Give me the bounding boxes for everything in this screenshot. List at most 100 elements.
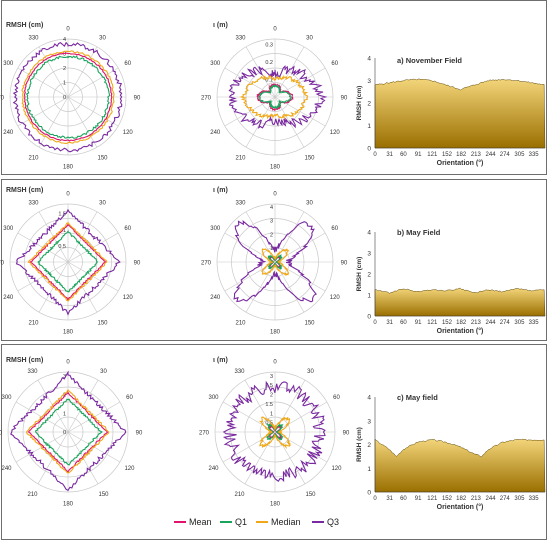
polar-0-spoke <box>38 46 69 98</box>
polar-0-spoke <box>17 67 69 98</box>
panel-a <box>1 0 547 175</box>
polar-0-series-median <box>21 50 115 145</box>
polar-3-spoke <box>274 261 305 313</box>
polar-4-spoke <box>67 431 99 485</box>
polar-4-angle-tick: 240 <box>2 466 13 472</box>
polar-2-series-mean <box>29 222 107 302</box>
polar-2-angle-tick: 120 <box>123 295 134 301</box>
area-2-xlabel: Orientation (°) <box>437 503 484 511</box>
polar-0-angle-tick: 240 <box>3 130 14 136</box>
polar-3-spoke <box>274 232 326 263</box>
polar-5-angle-tick: 270 <box>199 431 210 437</box>
polar-5-ylabel: ι (m) <box>213 357 228 364</box>
area-2-x-tick: 213 <box>471 496 482 502</box>
polar-0-angle-tick: 0 <box>66 27 70 33</box>
polar-1-angle-tick: 60 <box>331 61 338 67</box>
polar-0-series-mean <box>23 52 113 142</box>
polar-0-angle-tick: 120 <box>123 130 134 136</box>
polar-4-angle-tick: 180 <box>63 502 74 508</box>
polar-2-series-q3 <box>15 208 121 316</box>
area-2-x-tick: 305 <box>514 496 525 502</box>
polar-3-spoke <box>245 211 276 263</box>
legend-item-median: Median <box>256 517 301 527</box>
legend-item-q3: Q3 <box>312 517 339 527</box>
polar-0-angle-tick: 210 <box>28 155 39 161</box>
area-0-x-tick: 213 <box>471 152 482 158</box>
polar-5-radial-tick: 3 <box>270 374 273 380</box>
polar-0-angle-tick: 30 <box>99 36 106 42</box>
polar-0-radial-tick: 0 <box>63 95 66 101</box>
polar-2-series-median <box>27 221 108 302</box>
polar-5-angle-tick: 120 <box>331 466 342 472</box>
polar-3-angle-tick: 0 <box>273 192 277 198</box>
legend-label: Q3 <box>327 517 340 527</box>
area-0-title: a) November Field <box>397 56 462 65</box>
polar-5-angle-tick: 330 <box>234 369 245 375</box>
polar-3-spoke <box>224 232 276 263</box>
area-0-x-tick: 274 <box>500 152 511 158</box>
polar-3-angle-tick: 120 <box>330 295 341 301</box>
area-2-y-tick: 1 <box>367 466 371 473</box>
panel-b <box>1 179 547 341</box>
area-0-ylabel: RMSH (cm) <box>356 86 363 121</box>
legend-label: Median <box>271 517 301 527</box>
polar-4-angle-tick: 210 <box>27 492 38 498</box>
polar-2-angle-tick: 0 <box>66 192 70 198</box>
polar-5-angle-tick: 300 <box>209 395 220 401</box>
polar-0-spoke <box>67 46 98 98</box>
polar-5-spoke <box>244 379 276 433</box>
legend-label: Mean <box>189 517 212 527</box>
polar-4-radial-tick: 3 <box>63 374 66 380</box>
polar-5-radial-tick: 2 <box>270 393 273 399</box>
polar-4-angle-tick: 270 <box>0 431 3 437</box>
polar-4-angle-tick: 90 <box>136 431 143 437</box>
area-1-ylabel: RMSH (cm) <box>356 257 363 292</box>
polar-4-series-median <box>25 389 110 474</box>
polar-5-angle-tick: 210 <box>234 492 245 498</box>
polar-4-angle-tick: 30 <box>100 369 107 375</box>
area-1-x-tick: 244 <box>486 320 497 326</box>
area-1-title: b) May Field <box>397 228 441 237</box>
polar-2-series-q1 <box>37 229 99 293</box>
polar-5-spoke <box>274 401 328 433</box>
polar-2-angle-tick: 210 <box>28 320 39 326</box>
polar-5-series-q3 <box>222 380 326 483</box>
polar-2-angle-tick: 330 <box>28 201 39 207</box>
panel-c <box>1 344 547 540</box>
polar-4-angle-tick: 300 <box>2 395 13 401</box>
polar-4-angle-tick: 0 <box>66 360 70 366</box>
area-1-y-tick: 1 <box>367 293 371 300</box>
polar-4-angle-tick: 330 <box>27 369 38 375</box>
area-0-y-tick: 2 <box>367 101 371 108</box>
polar-2-radial-tick: 1.5 <box>58 212 66 218</box>
area-2-x-tick: 274 <box>500 496 511 502</box>
polar-5-spoke <box>274 431 306 485</box>
area-0-x-tick: 305 <box>514 152 525 158</box>
polar-0-angle-tick: 90 <box>134 96 141 102</box>
polar-3-series-median <box>261 248 290 276</box>
legend-item-mean: Mean <box>174 517 212 527</box>
polar-2-angle-tick: 90 <box>134 261 141 267</box>
polar-2-angle-tick: 150 <box>97 320 108 326</box>
polar-4-series-mean <box>27 390 109 473</box>
polar-4-angle-tick: 60 <box>126 395 133 401</box>
polar-2-radial-tick: 1 <box>63 228 66 234</box>
polar-5-angle-tick: 180 <box>270 502 281 508</box>
area-1-y-tick: 2 <box>367 272 371 279</box>
area-1-x-tick: 91 <box>415 320 422 326</box>
polar-4-angle-tick: 150 <box>98 492 109 498</box>
area-2-fill <box>374 438 546 493</box>
polar-0-spoke <box>67 96 98 148</box>
area-2-y-tick: 4 <box>367 395 371 402</box>
polar-1-series-q3 <box>228 65 328 129</box>
area-2-x-tick: 60 <box>400 496 407 502</box>
polar-0-radial-tick: 4 <box>63 37 66 43</box>
polar-3-angle-tick: 150 <box>304 320 315 326</box>
area-0-y-tick: 4 <box>367 56 371 63</box>
polar-4-angle-tick: 120 <box>124 466 135 472</box>
polar-2-angle-tick: 180 <box>63 330 74 336</box>
polar-1-angle-tick: 30 <box>306 36 313 42</box>
legend: Mean Q1 Median Q3 <box>0 511 550 531</box>
polar-1-series-q1 <box>258 83 292 110</box>
polar-1-angle-tick: 300 <box>210 61 221 67</box>
